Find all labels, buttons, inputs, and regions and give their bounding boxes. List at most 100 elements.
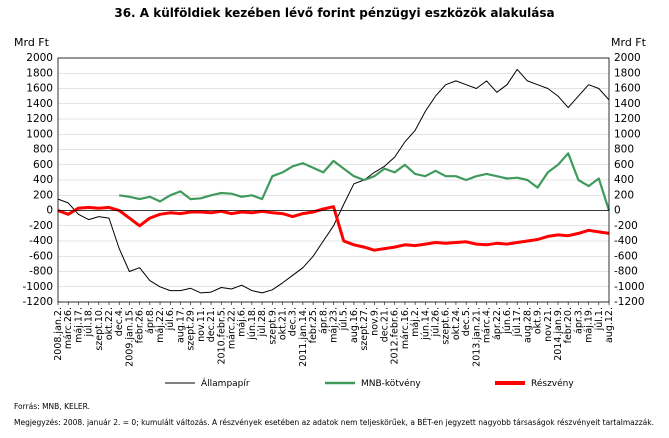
x-tick-label: febr.25.	[308, 307, 319, 343]
x-tick-label: okt.24.	[451, 307, 462, 340]
x-tick-label: ápr.22.	[492, 307, 503, 340]
x-tick-label: okt.22.	[104, 307, 115, 340]
x-tick-label: nov.9.	[369, 307, 380, 336]
x-tick-label: szept.9.	[267, 307, 278, 345]
x-tick-label: máj.2.	[410, 307, 421, 337]
x-tick-label: márc.16.	[400, 307, 411, 349]
y-axis-label-left: Mrd Ft	[14, 36, 50, 49]
y-tick-label-left: 2000	[26, 52, 53, 64]
x-tick-label: 2014.jan.9.	[553, 307, 564, 361]
x-tick-label: szept.27.	[359, 307, 370, 351]
y-tick-label-right: -1200	[614, 296, 645, 308]
x-tick-label: márc.4.	[482, 307, 493, 343]
y-tick-label-right: 800	[614, 144, 634, 156]
y-tick-label-left: 1200	[26, 113, 53, 125]
axes	[57, 57, 610, 305]
series-line-1	[119, 152, 611, 211]
x-tick-label: febr.26.	[135, 307, 146, 343]
legend-label-2: Részvény	[531, 378, 574, 389]
y-tick-label-right: 1600	[614, 83, 641, 95]
x-tick-label: 2008.jan.2.	[53, 307, 64, 361]
x-tick-label: márc.22.	[226, 307, 237, 349]
y-tick-label-right: -400	[614, 235, 638, 247]
y-tick-label-left: 200	[33, 189, 53, 201]
x-tick-label: máj.23.	[329, 307, 340, 343]
x-tick-label: jún.18.	[247, 307, 258, 341]
x-tick-label: nov.11.	[196, 307, 207, 342]
x-tick-label: febr.20.	[563, 307, 574, 343]
x-tick-label: aug.28.	[522, 307, 533, 343]
y-tick-label-left: -600	[29, 250, 53, 262]
legend: Állampapír MNB-kötvény Részvény	[165, 377, 574, 389]
y-tick-label-left: -1000	[22, 281, 53, 293]
y-tick-label-left: -1200	[22, 296, 53, 308]
x-tick-label: ápr.3.	[573, 307, 584, 334]
y-tick-label-right: 0	[614, 205, 621, 217]
x-tick-label: júl.5.	[339, 307, 350, 331]
y-tick-label-left: 1000	[26, 128, 53, 140]
x-tick-label: 2012.febr.6.	[390, 307, 401, 365]
x-tick-label: júl.17.	[512, 307, 523, 337]
series-line-2	[57, 205, 610, 252]
y-tick-label-left: 1600	[26, 83, 53, 95]
y-tick-label-right: -1000	[614, 281, 645, 293]
x-tick-label: aug.16.	[349, 307, 360, 343]
y-tick-label-left: 0	[46, 205, 53, 217]
x-tick-label: okt.21.	[277, 307, 288, 340]
footnote: Megjegyzés: 2008. január 2. = 0; kumulál…	[14, 418, 654, 427]
x-tick-label: 2010.febr.5.	[216, 307, 227, 365]
x-tick-label: dec.3.	[288, 307, 299, 336]
y-tick-label-right: 1000	[614, 128, 641, 140]
y-tick-label-left: -400	[29, 235, 53, 247]
x-tick-label: 2011.jan.14.	[298, 307, 309, 367]
x-tick-label: szept.29.	[186, 307, 197, 351]
y-tick-label-left: 600	[33, 159, 53, 171]
x-tick-label: júl.1.	[594, 307, 605, 331]
x-tick-label: nov.21.	[543, 307, 554, 342]
y-tick-label-left: 1800	[26, 67, 53, 79]
x-tick-label: ápr.8.	[318, 307, 329, 334]
x-tick-label: júl.26.	[431, 307, 442, 337]
x-tick-label: dec.4.	[114, 307, 125, 336]
series-line-0	[57, 68, 610, 294]
y-tick-label-left: 800	[33, 144, 53, 156]
x-tick-label: dec.21.	[206, 307, 217, 342]
x-tick-label: aug.17.	[175, 307, 186, 343]
y-tick-label-right: 2000	[614, 52, 641, 64]
y-tick-label-left: -800	[29, 266, 53, 278]
x-tick-label: ápr.8.	[145, 307, 156, 334]
source-note: Forrás: MNB, KELER.	[14, 402, 90, 411]
x-tick-label: jún.6.	[502, 307, 513, 335]
x-tick-label: okt.9.	[533, 307, 544, 334]
series-lines	[57, 68, 611, 294]
y-tick-label-right: 600	[614, 159, 634, 171]
y-tick-label-right: 1400	[614, 98, 641, 110]
legend-label-0: Állampapír	[201, 377, 250, 389]
y-tick-label-right: 1800	[614, 67, 641, 79]
y-tick-label-right: 400	[614, 174, 634, 186]
x-tick-label: aug.12.	[604, 307, 615, 343]
y-tick-label-right: -200	[614, 220, 638, 232]
chart-title: 36. A külföldiek kezében lévő forint pén…	[114, 6, 555, 20]
x-tick-label: máj.17.	[73, 307, 84, 343]
x-tick-label: máj.19.	[584, 307, 595, 343]
legend-label-1: MNB-kötvény	[361, 378, 421, 389]
x-tick-label: 2013.jan.21.	[471, 307, 482, 367]
x-tick-label: júl.18.	[84, 307, 95, 337]
x-tick-label: júl.6.	[165, 307, 176, 331]
x-tick-label: jún.14.	[420, 307, 431, 341]
x-tick-label: máj.22.	[155, 307, 166, 343]
x-tick-label: júl.28.	[257, 307, 268, 337]
y-tick-label-left: 400	[33, 174, 53, 186]
y-tick-label-left: 1400	[26, 98, 53, 110]
x-tick-label: szept.10.	[94, 307, 105, 351]
y-axis-label-right: Mrd Ft	[611, 36, 647, 49]
y-tick-label-right: -600	[614, 250, 638, 262]
y-tick-label-right: -800	[614, 266, 638, 278]
x-tick-label: márc.26.	[63, 307, 74, 349]
y-tick-label-right: 200	[614, 189, 634, 201]
y-tick-label-left: -200	[29, 220, 53, 232]
x-tick-label: 2009.jan.15.	[124, 307, 135, 367]
